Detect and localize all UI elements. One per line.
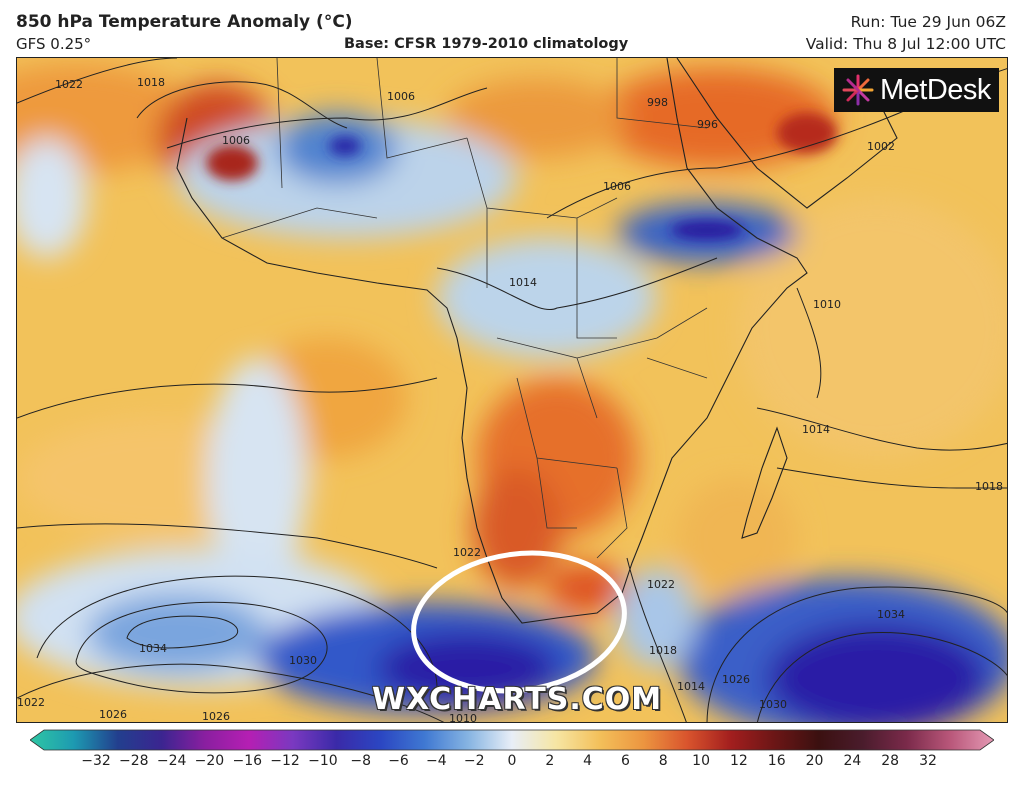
colorbar-tick-label: −8	[350, 753, 372, 769]
colorbar-tick-label: −2	[463, 753, 485, 769]
isobar-label: 1022	[647, 578, 675, 591]
model-label: GFS 0.25°	[16, 35, 92, 53]
base-climatology-label: Base: CFSR 1979-2010 climatology	[344, 36, 629, 52]
anomaly-map: 1022 1018 1006 1006 1006 998 996 1002 10…	[16, 57, 1008, 723]
colorbar-bar	[30, 729, 994, 751]
isobar-label: 998	[647, 96, 668, 109]
colorbar-tick-label: −10	[308, 753, 338, 769]
metdesk-logo: MetDesk	[834, 68, 999, 112]
colorbar-tick-label: −20	[194, 753, 225, 769]
colorbar-tick-label: −16	[232, 753, 263, 769]
isobar-label: 1002	[867, 140, 895, 153]
colorbar-tick-label: −12	[270, 753, 300, 769]
valid-time-label: Valid: Thu 8 Jul 12:00 UTC	[805, 35, 1006, 53]
colorbar-tick-label: 12	[729, 753, 748, 769]
isobar-label: 1026	[722, 673, 750, 686]
colorbar-tick-label: 4	[583, 753, 593, 769]
map-canvas: 1022 1018 1006 1006 1006 998 996 1002 10…	[17, 58, 1007, 723]
colorbar-tick-label: 8	[658, 753, 668, 769]
isobar-label: 1006	[222, 134, 250, 147]
isobar-label: 1010	[813, 298, 841, 311]
isobar-label: 1030	[759, 698, 787, 711]
isobar-label: 1022	[17, 696, 45, 709]
isobar-label: 1006	[387, 90, 415, 103]
colorbar	[30, 729, 994, 751]
chart-title: 850 hPa Temperature Anomaly (°C)	[16, 12, 353, 32]
madagascar-coastline	[741, 426, 788, 539]
isobar-label: 1014	[677, 680, 705, 693]
colorbar-tick-label: 20	[805, 753, 824, 769]
run-time-label: Run: Tue 29 Jun 06Z	[850, 13, 1006, 31]
highlight-ellipse	[411, 550, 627, 694]
isobar-label: 1018	[975, 480, 1003, 493]
isobar-label: 1014	[802, 423, 830, 436]
colorbar-tick-label: −4	[426, 753, 447, 769]
colorbar-tick-label: −28	[119, 753, 149, 769]
africa-coastline	[176, 58, 808, 624]
colorbar-tick-label: 28	[881, 753, 900, 769]
isobar-label: 1026	[99, 708, 127, 721]
isobar-label: 1014	[509, 276, 537, 289]
arabia-coastline	[676, 58, 898, 209]
isobar-label: 1006	[603, 180, 631, 193]
colorbar-tick-label: −6	[388, 753, 409, 769]
colorbar-tick-label: −32	[81, 753, 111, 769]
colorbar-tick-label: −24	[156, 753, 187, 769]
isobar-label: 996	[697, 118, 718, 131]
colorbar-tick-label: 0	[507, 753, 517, 769]
colorbar-tick-label: 2	[545, 753, 555, 769]
colorbar-tick-label: 6	[620, 753, 630, 769]
isobar-label: 1030	[289, 654, 317, 667]
country-borders	[221, 58, 708, 559]
colorbar-tick-label: 24	[843, 753, 862, 769]
isobar-label: 1018	[137, 76, 165, 89]
colorbar-tick-label: 10	[692, 753, 710, 769]
isobar-label: 1026	[202, 710, 230, 723]
colorbar-tick-label: 32	[919, 753, 937, 769]
isobar-label: 1010	[449, 712, 477, 723]
metdesk-logo-text: MetDesk	[880, 73, 991, 106]
isobar-label: 1018	[649, 644, 677, 657]
colorbar-tick-label: 16	[767, 753, 786, 769]
isobar-label: 1034	[877, 608, 905, 621]
metdesk-logo-icon	[842, 74, 874, 106]
isobar-label: 1022	[453, 546, 481, 559]
isobar-label: 1034	[139, 642, 167, 655]
isobar-label: 1022	[55, 78, 83, 91]
isobars	[17, 58, 1007, 722]
wxcharts-watermark: WXCHARTS.COM	[372, 682, 663, 717]
